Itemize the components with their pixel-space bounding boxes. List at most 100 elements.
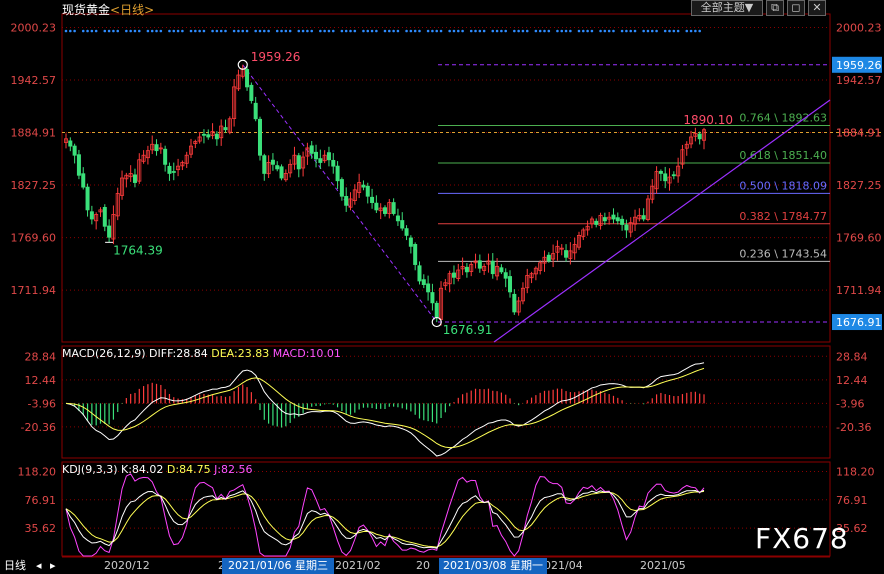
candle-body xyxy=(689,136,694,145)
close-icon[interactable]: ✕ xyxy=(808,0,826,16)
candle-body xyxy=(227,118,232,133)
prev-arrow-icon[interactable]: ◂ xyxy=(36,559,42,572)
signal-dot xyxy=(125,29,128,33)
candle-body xyxy=(430,292,435,304)
candle-body xyxy=(318,158,323,163)
candle-body xyxy=(253,102,258,120)
macd-axis-label-right: -20.36 xyxy=(836,421,871,434)
candle-body xyxy=(132,174,137,183)
signal-dot xyxy=(676,29,680,33)
candle-body xyxy=(520,287,525,302)
signal-dot xyxy=(262,29,266,33)
all-topics-dropdown[interactable]: 全部主题▼ xyxy=(691,0,763,16)
signal-dot xyxy=(172,29,176,33)
candle-body xyxy=(374,202,379,211)
signal-dot xyxy=(370,29,374,33)
candle-body xyxy=(378,207,383,212)
signal-dot xyxy=(258,29,262,33)
candle-body xyxy=(477,260,482,269)
maximize-icon[interactable]: ◻ xyxy=(787,0,805,16)
candle-body xyxy=(219,125,224,139)
candle-body xyxy=(72,145,77,156)
candle-body xyxy=(572,244,577,254)
candle-body xyxy=(486,260,491,265)
signal-dot xyxy=(452,29,456,33)
price-axis-label-right: 1884.91 xyxy=(836,127,882,140)
candle-body xyxy=(89,211,94,220)
signal-dot xyxy=(323,29,326,33)
candle-body xyxy=(602,217,607,222)
signal-dot xyxy=(633,29,637,33)
signal-dot xyxy=(612,29,615,33)
macd-dea-line xyxy=(65,367,705,449)
candle-body xyxy=(240,68,245,77)
candle-body xyxy=(508,276,513,293)
candle-body xyxy=(391,202,396,214)
macd-dea: DEA:23.83 xyxy=(211,347,270,360)
macd-axis-label: -20.36 xyxy=(21,421,56,434)
next-arrow-icon[interactable]: ▸ xyxy=(50,559,56,572)
fib-level-label: 0.236 \ 1743.54 xyxy=(739,247,827,260)
macd-params: MACD(26,12,9) xyxy=(62,347,146,360)
candle-body xyxy=(370,196,375,203)
candle-body xyxy=(434,302,439,318)
price-axis-label: 1711.94 xyxy=(11,284,57,297)
candle-body xyxy=(301,156,306,169)
candle-body xyxy=(637,214,642,220)
macd-axis-label-right: -3.96 xyxy=(836,397,864,410)
candle-body xyxy=(120,177,125,196)
signal-dot xyxy=(284,29,288,33)
candle-body xyxy=(163,148,168,165)
candle-body xyxy=(382,207,387,214)
candle-body xyxy=(171,171,176,173)
watermark-logo: FX678 xyxy=(755,522,849,555)
candle-body xyxy=(611,214,616,220)
signal-dot xyxy=(237,29,240,33)
kdj-axis-label: 35.62 xyxy=(25,522,57,535)
candle-body xyxy=(568,250,573,259)
signal-dot xyxy=(672,29,676,33)
kdj-legend: KDJ(9,3,3) K:84.02 D:84.75 J:82.56 xyxy=(62,463,253,476)
signal-dot xyxy=(556,29,559,33)
signal-dot xyxy=(629,29,633,33)
signal-dot xyxy=(215,29,219,33)
restore-icon[interactable]: ⧉ xyxy=(766,0,784,16)
panel-frame xyxy=(61,345,831,459)
candle-body xyxy=(559,247,564,250)
signal-dot xyxy=(73,29,76,33)
price-tag-high: 1959.26 xyxy=(836,59,882,72)
signal-dot xyxy=(405,29,408,33)
signal-dot xyxy=(219,29,223,33)
signal-dot xyxy=(569,29,572,33)
signal-dot xyxy=(426,29,430,33)
signal-dot xyxy=(413,29,417,33)
candle-body xyxy=(309,145,314,154)
signal-dot xyxy=(288,29,292,33)
signal-dot xyxy=(306,29,309,33)
panel-frame xyxy=(61,13,831,343)
time-axis-label: 2021/05 xyxy=(640,559,686,572)
price-axis-label-right: 1827.25 xyxy=(836,179,882,192)
signal-dot xyxy=(64,29,68,33)
candle-body xyxy=(245,69,250,88)
signal-dot xyxy=(129,29,132,33)
signal-dot xyxy=(564,29,568,33)
signal-dot xyxy=(534,29,538,33)
candle-body xyxy=(68,140,73,147)
chart-title: 现货黄金<日线> xyxy=(62,1,154,18)
signal-dot xyxy=(495,29,499,33)
signal-dot xyxy=(112,29,115,33)
signal-dot xyxy=(456,29,460,33)
candle-body xyxy=(322,154,327,162)
signal-dot xyxy=(327,29,331,33)
candle-body xyxy=(344,196,349,206)
time-axis-label: 20 xyxy=(416,559,430,572)
signal-dot xyxy=(194,29,197,33)
candle-body xyxy=(206,134,211,138)
low-marker xyxy=(431,316,442,328)
instrument-name: 现货黄金 xyxy=(62,3,111,17)
period-tab[interactable]: 日线 xyxy=(4,559,26,572)
macd-axis-label-right: 28.84 xyxy=(836,350,868,363)
candle-body xyxy=(124,174,129,180)
